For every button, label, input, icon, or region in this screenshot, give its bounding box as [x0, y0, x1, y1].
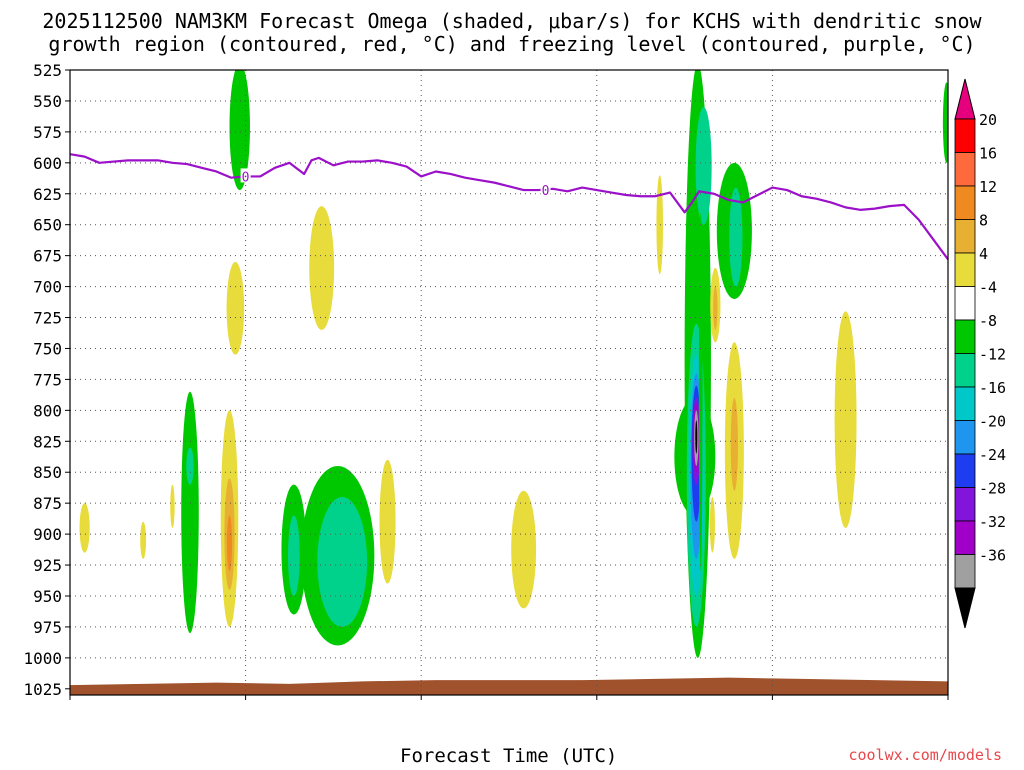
colorbar-label: 20 — [979, 111, 997, 129]
y-tick-label: 975 — [33, 618, 62, 637]
omega-region — [79, 503, 90, 553]
colorbar-swatch — [954, 353, 976, 388]
colorbar-label: -8 — [979, 312, 997, 330]
colorbar-swatch — [954, 152, 976, 187]
omega-region — [140, 521, 147, 559]
colorbar: 20 16 12 8 4 -4 -8 -12 -16 -20 -24 -28 -32 -36 — [954, 78, 1006, 629]
freezing-level-line — [70, 153, 948, 261]
colorbar-label: 12 — [979, 178, 997, 196]
colorbar-arrow-bottom — [954, 587, 976, 629]
y-tick-label: 1000 — [23, 649, 62, 668]
omega-region — [942, 82, 948, 163]
colorbar-label: 16 — [979, 145, 997, 163]
colorbar-label: -32 — [979, 513, 1006, 531]
y-tick-label: 550 — [33, 92, 62, 111]
omega-region — [317, 496, 368, 627]
colorbar-label: -12 — [979, 346, 1006, 364]
y-tick-label: 675 — [33, 247, 62, 266]
omega-region — [695, 420, 698, 454]
chart-title-line2: growth region (contoured, red, °C) and f… — [48, 32, 976, 56]
colorbar-swatch — [954, 386, 976, 421]
y-tick-label: 650 — [33, 216, 62, 235]
omega-region — [729, 187, 743, 287]
colorbar-label: 8 — [979, 212, 988, 230]
omega-region — [511, 490, 537, 609]
omega-region — [698, 212, 703, 572]
omega-region — [695, 107, 712, 225]
colorbar-swatch — [954, 319, 976, 354]
ground-area — [70, 677, 948, 695]
omega-region — [288, 515, 300, 596]
ground-fill — [70, 677, 948, 695]
colorbar-label: -4 — [979, 279, 997, 297]
omega-region — [229, 70, 250, 191]
y-tick-label: 775 — [33, 370, 62, 389]
watermark: coolwx.com/models — [848, 746, 1002, 764]
chart-title-line1: 2025112500 NAM3KM Forecast Omega (shaded… — [42, 9, 982, 33]
colorbar-label: -20 — [979, 413, 1006, 431]
y-tick-label: 875 — [33, 494, 62, 513]
colorbar-swatch — [954, 252, 976, 287]
colorbar-label: 4 — [979, 245, 988, 263]
omega-region — [309, 206, 335, 330]
y-tick-label: 1025 — [23, 680, 62, 699]
x-axis-title: Forecast Time (UTC) — [400, 745, 618, 767]
colorbar-label: -28 — [979, 480, 1006, 498]
y-tick-label: 700 — [33, 278, 62, 297]
omega-region — [834, 311, 857, 528]
omega-shading — [79, 70, 948, 658]
colorbar-arrow-top — [954, 78, 976, 120]
omega-region — [379, 459, 396, 584]
omega-region — [181, 391, 199, 634]
omega-region — [226, 515, 233, 572]
omega-region — [226, 261, 245, 355]
y-tick-label: 925 — [33, 556, 62, 575]
omega-region — [713, 286, 718, 330]
colorbar-swatch — [954, 487, 976, 522]
colorbar-swatch — [954, 520, 976, 555]
colorbar-swatch — [954, 185, 976, 220]
y-axis: 525 550 575 600 625 650 675 700 725 750 775 800 825 8… — [23, 61, 70, 699]
omega-region — [170, 484, 175, 528]
omega-region — [186, 447, 194, 485]
freezing-level-label: 0 — [542, 184, 550, 199]
freezing-label-bg — [240, 168, 251, 183]
omega-region — [656, 175, 664, 275]
colorbar-label: -36 — [979, 547, 1006, 565]
x-axis: 00Z25NOV202512Z00Z26NOV12Z00Z27NOV12Z — [69, 695, 949, 700]
freezing-level-label: 0 — [242, 170, 250, 185]
colorbar-swatch — [954, 118, 976, 153]
plot-frame — [69, 69, 949, 696]
y-tick-label: 725 — [33, 309, 62, 328]
colorbar-swatch — [954, 219, 976, 254]
colorbar-swatch — [954, 420, 976, 455]
omega-region — [709, 496, 715, 553]
y-tick-label: 900 — [33, 525, 62, 544]
y-tick-label: 825 — [33, 432, 62, 451]
colorbar-label: -24 — [979, 446, 1006, 464]
colorbar-swatch — [954, 554, 976, 589]
colorbar-swatch — [954, 286, 976, 321]
y-tick-label: 625 — [33, 185, 62, 204]
y-tick-label: 850 — [33, 463, 62, 482]
grid-lines — [70, 70, 948, 695]
y-tick-label: 575 — [33, 123, 62, 142]
y-tick-label: 525 — [33, 61, 62, 80]
y-tick-label: 750 — [33, 339, 62, 358]
y-tick-label: 950 — [33, 587, 62, 606]
omega-region — [730, 397, 739, 491]
colorbar-label: -16 — [979, 379, 1006, 397]
y-tick-label: 800 — [33, 401, 62, 420]
colorbar-swatch — [954, 453, 976, 488]
freezing-level-series: 00 — [70, 153, 948, 261]
freezing-label-bg — [540, 182, 551, 197]
y-tick-label: 600 — [33, 154, 62, 173]
chart-area: 00 5255505756006256506757007257507758008… — [23, 61, 949, 700]
